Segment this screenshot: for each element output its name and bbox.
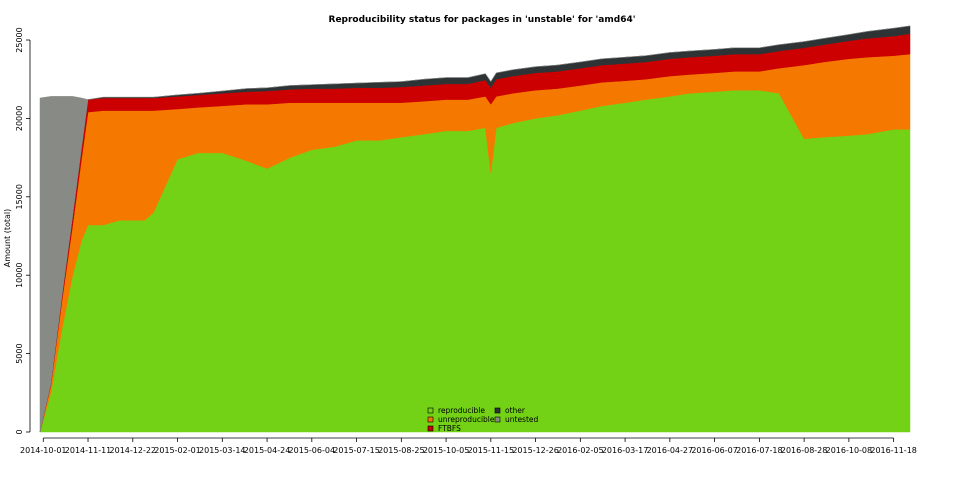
x-tick-label: 2015-10-05 <box>423 446 470 455</box>
legend-swatch-reproducible <box>427 407 434 414</box>
x-tick-label: 2016-07-18 <box>736 446 783 455</box>
x-tick-label: 2015-04-24 <box>244 446 291 455</box>
series-area-untested <box>39 25 911 433</box>
x-tick-label: 2015-03-14 <box>199 446 246 455</box>
x-tick-label: 2016-10-08 <box>826 446 873 455</box>
x-tick-label: 2015-07-15 <box>333 446 380 455</box>
x-tick-label: 2014-10-01 <box>20 446 67 455</box>
x-tick-label: 2014-11-11 <box>65 446 112 455</box>
series-areas <box>39 25 911 433</box>
axes: 05000100001500020000250002014-10-012014-… <box>15 27 917 455</box>
y-tick-label: 5000 <box>15 343 24 363</box>
legend-label-ftbfs: FTBFS <box>438 424 461 433</box>
x-tick-label: 2014-12-22 <box>110 446 157 455</box>
x-tick-label: 2015-12-26 <box>512 446 559 455</box>
y-tick-label: 20000 <box>15 106 24 131</box>
y-axis-label: Amount (total) <box>3 209 12 268</box>
x-tick-label: 2016-06-07 <box>691 446 738 455</box>
legend-label-unreproducible: unreproducible <box>438 415 495 424</box>
x-tick-label: 2015-11-15 <box>468 446 515 455</box>
x-tick-label: 2015-08-25 <box>378 446 425 455</box>
y-tick-label: 15000 <box>15 184 24 209</box>
legend-label-untested: untested <box>505 415 539 424</box>
x-tick-label: 2016-08-28 <box>781 446 828 455</box>
x-tick-label: 2015-06-04 <box>289 446 336 455</box>
chart-title: Reproducibility status for packages in '… <box>329 15 636 25</box>
legend-label-other: other <box>505 406 526 415</box>
legend-swatch-other <box>494 407 501 414</box>
legend-swatch-untested <box>494 416 501 423</box>
y-tick-label: 0 <box>15 429 24 434</box>
legend-swatch-ftbfs <box>427 425 434 432</box>
legend-swatch-unreproducible <box>427 416 434 423</box>
legend-label-reproducible: reproducible <box>438 406 485 415</box>
x-tick-label: 2016-11-18 <box>870 446 917 455</box>
y-tick-label: 25000 <box>15 27 24 52</box>
legend: reproducible other unreproducible untested F… <box>427 406 539 433</box>
x-tick-label: 2016-04-27 <box>647 446 694 455</box>
y-tick-label: 10000 <box>15 262 24 287</box>
x-tick-label: 2016-02-05 <box>557 446 604 455</box>
x-tick-label: 2015-02-01 <box>154 446 201 455</box>
x-tick-label: 2016-03-17 <box>602 446 649 455</box>
